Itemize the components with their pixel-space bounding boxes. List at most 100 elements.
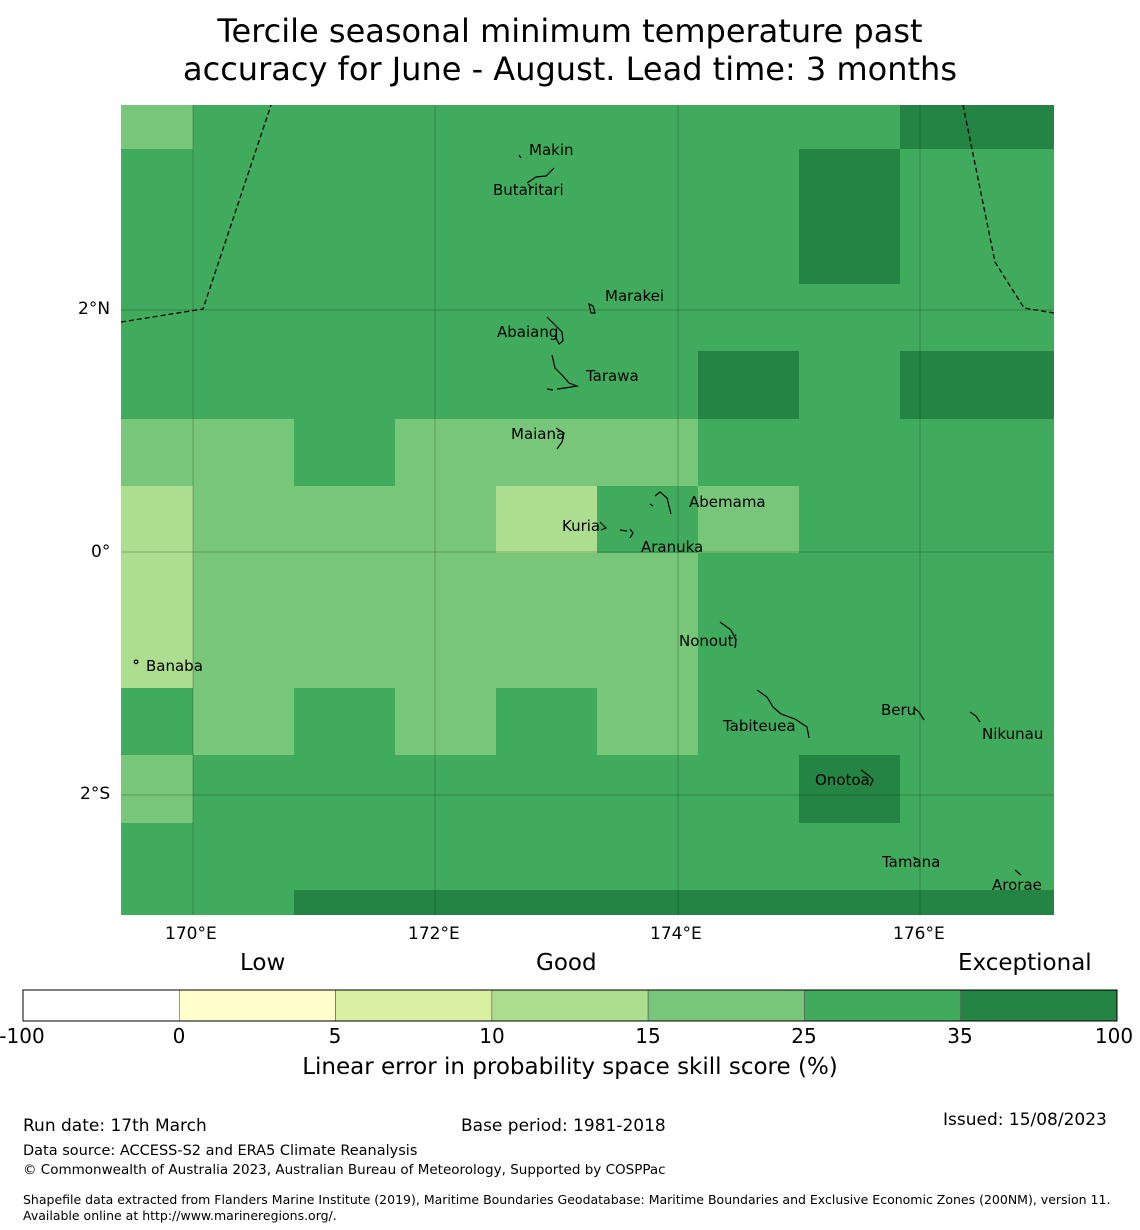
island-shape-onotoa [860,769,874,787]
skill-cell [698,284,799,310]
skill-cell [1001,216,1054,284]
skill-cell [395,419,496,486]
skill-cell [395,351,496,419]
skill-cell [294,620,395,688]
skill-cell [294,755,395,823]
skill-cell [294,890,395,915]
island-label-arorae: Arorae [992,876,1042,894]
skill-cell [1001,486,1054,553]
skill-cell [496,310,597,351]
skill-cell [799,216,900,284]
eez-boundary-east [962,104,1055,314]
island-label-butaritari: Butaritari [493,181,564,199]
skill-cell [496,105,597,149]
island-shape-arorae [1014,869,1022,876]
category-good: Good [536,950,597,976]
skill-cell [193,216,294,284]
lon-tick-174e: 174°E [650,924,702,944]
skill-cell [799,755,900,823]
skill-cell [799,284,900,310]
skill-cell [193,823,294,890]
island-label-tarawa: Tarawa [586,367,639,385]
colorbar-swatch [22,989,180,1022]
skill-cell [193,284,294,310]
colorbar-swatch [804,989,962,1022]
colorbar-tick: 10 [479,1024,505,1048]
lon-tick-172e: 172°E [408,924,460,944]
island-shape-maiana [555,427,565,450]
skill-cell [597,823,698,890]
skill-cell [121,216,193,284]
skill-cell [496,216,597,284]
skill-cell [395,310,496,351]
skill-cell [294,486,395,553]
skill-cell [121,149,193,216]
skill-cell [698,553,799,620]
skill-cell [799,351,900,419]
skill-cell [496,553,597,620]
skill-cell [395,890,496,915]
skill-cell [698,688,799,755]
skill-cell [799,553,900,620]
skill-cell [395,105,496,149]
skill-cell [1001,755,1054,823]
data-source: Data source: ACCESS-S2 and ERA5 Climate … [23,1143,418,1159]
skill-cell [193,310,294,351]
skill-cell [121,890,193,915]
colorbar-swatch [647,989,805,1022]
skill-cell [597,486,698,553]
skill-cell [1001,688,1054,755]
skill-cell [698,755,799,823]
skill-cell [1001,310,1054,351]
skill-cell [799,149,900,216]
skill-cell [597,105,698,149]
skill-cell [1001,351,1054,419]
shapefile-credit: Shapefile data extracted from Flanders M… [23,1192,1111,1223]
lat-tick-2n: 2°N [78,299,111,319]
skill-cell [597,553,698,620]
skill-cell [294,310,395,351]
skill-cell [395,486,496,553]
chart-title-line-1: Tercile seasonal minimum temperature pas… [217,12,923,50]
island-shape-makin [518,154,522,159]
copyright-notice: © Commonwealth of Australia 2023, Austra… [23,1162,666,1178]
skill-cell [395,688,496,755]
skill-cell [193,755,294,823]
island-label-abemama: Abemama [689,493,766,511]
colorbar-tick: 100 [1094,1024,1134,1048]
skill-cell [698,310,799,351]
island-shape-tamana [912,856,918,860]
skill-cell [496,284,597,310]
skill-cell [496,486,597,553]
skill-cell [496,419,597,486]
skill-cell [294,419,395,486]
skill-cell [193,419,294,486]
island-shape-kuria [599,521,608,531]
skill-cell [597,688,698,755]
skill-cell [496,688,597,755]
island-shape-marakei [588,302,596,314]
skill-cell [193,486,294,553]
island-shape-beru [913,707,925,721]
colorbar-tick: 0 [172,1024,186,1048]
skill-cell [294,823,395,890]
colorbar-swatch [960,989,1118,1022]
skill-cell [193,688,294,755]
skill-cell [597,284,698,310]
skill-cell [597,620,698,688]
skill-cell [395,149,496,216]
skill-cell [193,620,294,688]
skill-cell [698,419,799,486]
skill-cell [1001,105,1054,149]
lon-tick-170e: 170°E [165,924,217,944]
skill-cell [496,823,597,890]
skill-cell [395,216,496,284]
skill-cell [121,351,193,419]
island-label-nonouti: Nonouti [679,632,738,650]
colorbar-swatch [178,989,336,1022]
skill-cell [597,419,698,486]
skill-cell [597,755,698,823]
skill-cell [496,890,597,915]
colorbar-tick: 5 [328,1024,342,1048]
